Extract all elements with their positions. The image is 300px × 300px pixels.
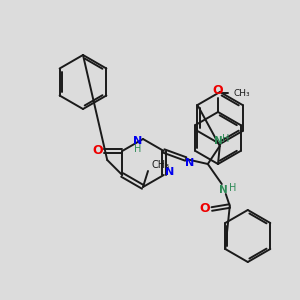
Text: N: N [134,136,142,146]
Text: N: N [214,136,223,146]
Text: N: N [185,158,194,168]
Text: O: O [200,202,210,215]
Text: O: O [92,145,103,158]
Text: CH₃: CH₃ [234,88,250,98]
Text: H: H [222,134,230,144]
Text: H: H [229,183,236,193]
Text: O: O [213,85,223,98]
Text: N: N [165,167,174,177]
Text: N: N [219,185,228,195]
Text: CH₃: CH₃ [151,160,169,170]
Text: H: H [134,144,142,154]
